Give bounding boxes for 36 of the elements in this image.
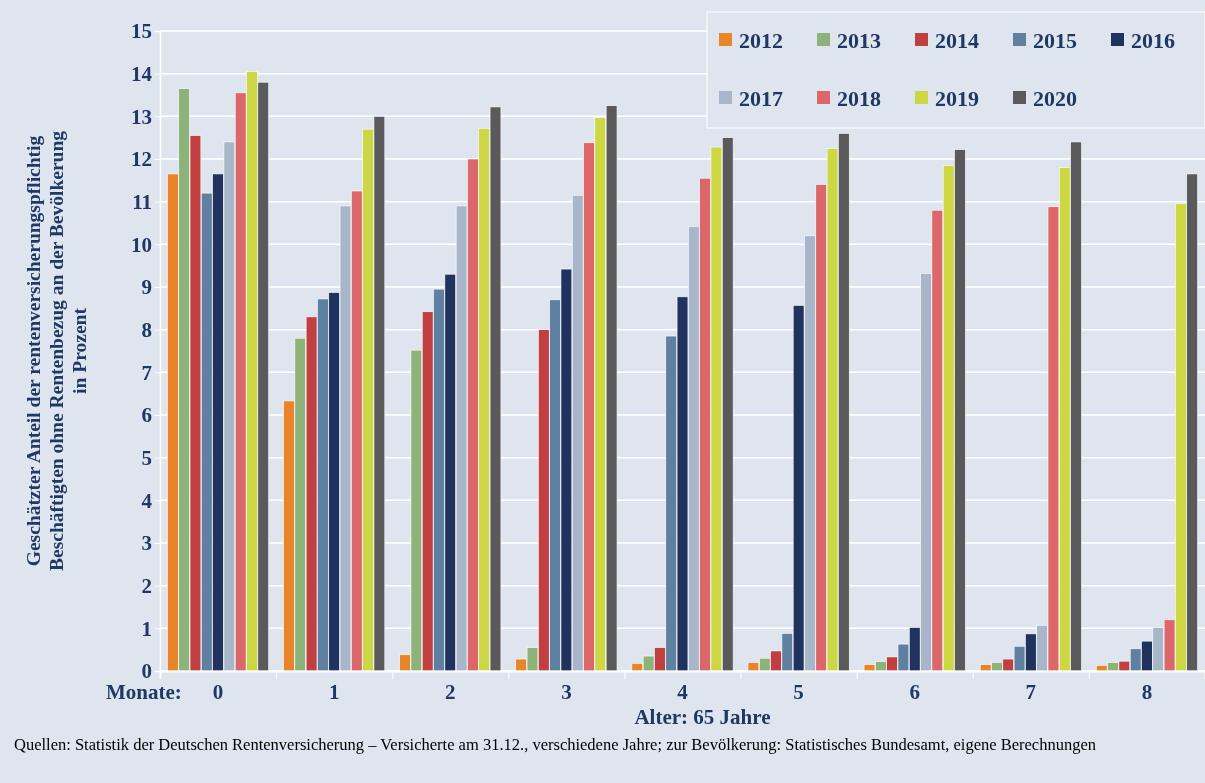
x-tick-label: 6 [909, 680, 920, 704]
y-tick-label: 14 [131, 61, 153, 86]
y-tick-label: 2 [141, 573, 152, 598]
legend-label: 2016 [1131, 28, 1175, 53]
x-tick-label: 4 [677, 680, 689, 704]
legend-label: 2017 [739, 86, 783, 111]
y-tick-label: 11 [132, 189, 152, 214]
x-tick-label: 0 [212, 680, 224, 704]
x-tick-label: 7 [1025, 680, 1037, 704]
y-tick-label: 15 [131, 19, 152, 44]
legend-label: 2015 [1033, 28, 1077, 53]
y-tick-label: 8 [141, 317, 152, 342]
x-tick-label: 5 [793, 680, 804, 704]
x-axis-title: Alter: 65 Jahre [634, 705, 771, 729]
legend-label: 2019 [935, 86, 979, 111]
legend-label: 2014 [935, 28, 979, 53]
y-tick-label: 4 [141, 488, 153, 513]
legend-label: 2013 [837, 28, 881, 53]
y-tick-label: 5 [141, 445, 152, 470]
legend-label: 2020 [1033, 86, 1077, 111]
y-tick-label: 12 [131, 147, 152, 172]
x-tick-label: 1 [328, 680, 340, 704]
x-tick-label: 2 [445, 680, 456, 704]
source-note: Quellen: Statistik der Deutschen Rentenversicherung – Versicherte am 31.12., verschiedene Jahre; zur Bevölkerung: Statistisches Bundesamt, eigene Berechnungen [14, 735, 1097, 754]
y-tick-label: 9 [141, 275, 152, 300]
legend-label: 2012 [739, 28, 783, 53]
y-tick-label: 7 [141, 360, 152, 385]
x-tick-label: 3 [561, 680, 572, 704]
y-tick-label: 10 [131, 232, 152, 257]
x-tick-label: 8 [1141, 680, 1153, 704]
y-tick-label: 3 [141, 531, 152, 556]
legend-label: 2018 [837, 86, 881, 111]
y-tick-label: 1 [141, 616, 152, 641]
y-tick-label: 13 [131, 104, 152, 129]
y-axis-title: Geschätzter Anteil der rentenversicherungspflichtig Beschäftigten ohne Rentenbezug an der Bevölkerung in Prozent [23, 130, 90, 572]
y-tick-label: 6 [141, 403, 152, 428]
